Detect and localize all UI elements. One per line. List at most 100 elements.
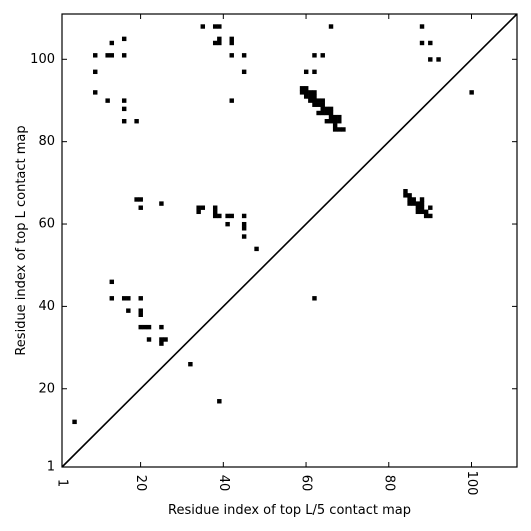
contact-point-lower xyxy=(419,205,425,210)
points-layer xyxy=(72,24,474,425)
contact-point-upper xyxy=(419,40,425,46)
contact-point-upper xyxy=(109,53,115,58)
contact-point-upper xyxy=(316,98,321,103)
contact-point-upper xyxy=(121,98,127,103)
contact-point-upper xyxy=(308,94,313,99)
x-axis-label: Residue index of top L/5 contact map xyxy=(168,503,411,518)
contact-point-upper xyxy=(303,86,309,91)
contact-point-lower xyxy=(423,209,429,215)
contact-point-upper xyxy=(419,24,425,29)
contact-point-upper xyxy=(229,98,234,103)
contact-point-lower xyxy=(163,337,168,342)
contact-point-upper xyxy=(200,24,206,29)
contact-point-upper xyxy=(320,102,325,107)
contact-point-lower xyxy=(159,337,164,342)
contact-point-upper xyxy=(303,90,309,95)
contact-point-lower xyxy=(419,209,425,215)
contact-point-upper xyxy=(241,69,247,75)
contact-point-upper xyxy=(324,119,330,124)
contact-point-lower xyxy=(126,308,131,313)
contact-point-upper xyxy=(109,40,115,46)
contact-point-upper xyxy=(217,40,222,46)
contact-point-upper xyxy=(337,114,342,120)
contact-point-upper xyxy=(121,36,127,42)
y-tick-label: 1 xyxy=(47,460,55,475)
contact-point-lower xyxy=(138,296,143,301)
contact-point-upper xyxy=(93,69,98,75)
contact-point-upper xyxy=(93,53,98,58)
contact-point-upper xyxy=(105,53,110,58)
x-tick-label: 40 xyxy=(216,475,231,492)
contact-point-upper xyxy=(229,40,234,46)
plot-frame xyxy=(61,13,518,468)
contact-point-upper xyxy=(328,106,334,112)
contact-point-upper xyxy=(212,24,218,29)
contact-point-upper xyxy=(312,53,317,58)
contact-point-upper xyxy=(93,90,98,95)
contact-point-upper xyxy=(469,90,474,95)
contact-point-upper xyxy=(241,53,247,58)
contact-point-upper xyxy=(303,94,309,99)
contact-point-lower xyxy=(428,213,433,219)
contact-point-lower xyxy=(217,399,222,404)
contact-point-upper xyxy=(217,24,222,29)
contact-point-lower xyxy=(146,337,152,342)
contact-point-lower xyxy=(428,205,433,210)
contact-point-upper xyxy=(332,119,338,124)
contact-point-lower xyxy=(312,296,317,301)
contact-point-upper xyxy=(105,98,110,103)
contact-point-lower xyxy=(126,296,131,301)
contact-point-upper xyxy=(217,36,222,42)
contact-point-lower xyxy=(138,312,143,317)
contact-point-upper xyxy=(308,98,313,103)
contact-point-upper xyxy=(428,57,433,62)
y-tick-label: 60 xyxy=(38,217,55,232)
contact-point-upper xyxy=(316,102,321,107)
contact-point-lower xyxy=(212,205,218,210)
x-tick-label: 100 xyxy=(464,471,479,496)
contact-point-upper xyxy=(328,110,334,116)
contact-point-lower xyxy=(407,197,412,202)
contact-point-lower xyxy=(196,205,201,210)
x-tick-label: 1 xyxy=(55,479,70,487)
contact-point-lower xyxy=(415,209,421,215)
contact-point-upper xyxy=(332,114,338,120)
diagonal-line xyxy=(61,13,518,468)
contact-point-lower xyxy=(241,213,247,219)
contact-point-lower xyxy=(415,201,421,206)
contact-point-lower xyxy=(229,213,234,219)
contact-point-lower xyxy=(225,213,230,219)
contact-point-upper xyxy=(229,36,234,42)
contact-point-lower xyxy=(411,197,416,202)
contact-point-upper xyxy=(436,57,441,62)
contact-point-upper xyxy=(320,106,325,112)
contact-point-lower xyxy=(138,308,143,313)
contact-point-lower xyxy=(403,193,408,198)
contact-point-lower xyxy=(225,221,230,227)
y-tick-label: 80 xyxy=(38,134,55,149)
contact-point-upper xyxy=(121,119,127,124)
contact-point-upper xyxy=(337,127,342,132)
contact-point-lower xyxy=(254,246,259,252)
contact-point-upper xyxy=(320,98,325,103)
contact-point-lower xyxy=(188,361,193,367)
contact-point-lower xyxy=(121,296,127,301)
contact-point-lower xyxy=(196,209,201,215)
contact-point-upper xyxy=(299,90,305,95)
contact-point-upper xyxy=(328,114,334,120)
contact-point-upper xyxy=(312,90,317,95)
contact-point-upper xyxy=(320,110,325,116)
contact-point-lower xyxy=(159,324,164,330)
contact-point-lower xyxy=(212,213,218,219)
contact-point-lower xyxy=(212,209,218,215)
contact-point-lower xyxy=(146,324,152,330)
contact-point-lower xyxy=(138,205,143,210)
contact-point-upper xyxy=(328,119,334,124)
contact-point-lower xyxy=(138,324,143,330)
x-tick-label: 20 xyxy=(133,475,148,492)
contact-point-lower xyxy=(109,279,115,285)
contact-point-upper xyxy=(328,24,334,29)
contact-point-lower xyxy=(217,213,222,219)
x-tick-label: 60 xyxy=(299,475,314,492)
